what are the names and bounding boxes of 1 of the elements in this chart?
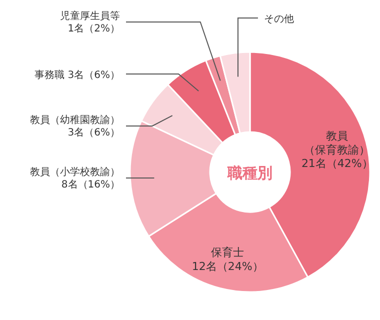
title: 職種別 [228, 164, 272, 182]
